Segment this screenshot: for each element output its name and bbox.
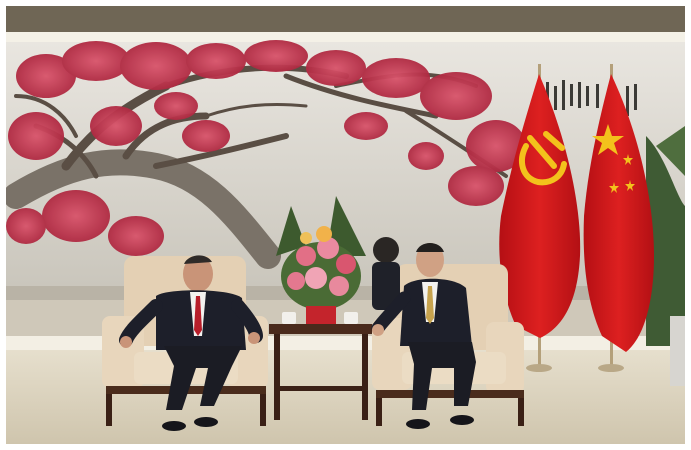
national-flag [583,74,654,352]
interpreter-person [372,237,400,310]
seated-man-right [371,243,476,429]
ceiling-light-strip [6,32,685,42]
plum-blossoms [6,40,526,256]
potted-plant-right [646,126,685,386]
photo-scene [6,6,685,444]
teacup-right [344,312,358,324]
flag-stand-right [598,364,624,372]
flower-arrangement [276,196,366,324]
hammer-sickle-emblem-icon [519,131,567,186]
seated-man-left [119,255,263,431]
side-table [269,312,373,420]
teacup-left [282,312,296,324]
photo-frame [6,6,685,444]
flag-stand-left [526,364,552,372]
five-star-emblem-icon [592,124,635,193]
party-flag [499,74,581,338]
